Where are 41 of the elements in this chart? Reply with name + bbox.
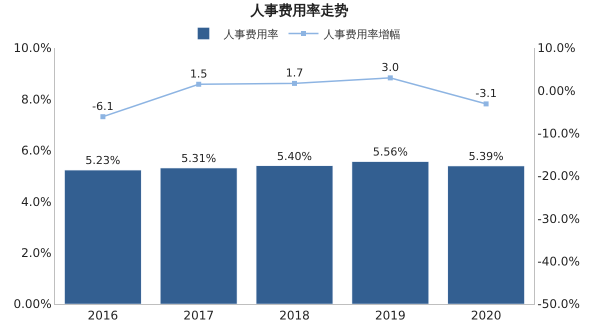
legend-label: 人事费用率 <box>224 28 278 41</box>
data-label: 3.0 <box>382 60 400 74</box>
point <box>100 114 106 120</box>
data-label: 5.40% <box>277 150 312 163</box>
y-tick-label: 10.0% <box>13 41 52 56</box>
legend-label: 人事费用率增幅 <box>324 28 400 41</box>
data-label: 5.31% <box>181 152 216 166</box>
y-tick-label: 8.0% <box>21 92 52 106</box>
data-label: 5.23% <box>85 154 120 168</box>
y2-tick-label: -50.0% <box>537 297 580 312</box>
y2-tick-label: -30.0% <box>537 212 580 226</box>
y2-tick-label: -10.0% <box>537 126 580 141</box>
data-label: 5.56% <box>372 146 408 159</box>
data-label: 1.7 <box>286 66 304 80</box>
x-tick-label: 2016 <box>88 308 118 322</box>
point <box>484 101 489 106</box>
point <box>388 75 393 80</box>
y-tick-label: 0.00% <box>13 297 52 312</box>
bar <box>448 166 525 304</box>
point <box>292 80 297 86</box>
data-label: 5.39% <box>468 150 504 164</box>
y-tick-label: 6.0% <box>21 144 52 158</box>
x-tick-label: 2018 <box>279 308 310 322</box>
y2-tick-label: 10.0% <box>537 41 576 56</box>
x-tick-label: 2017 <box>183 308 214 322</box>
data-label: -6.1 <box>92 100 114 113</box>
bar <box>64 170 142 304</box>
data-label: -3.1 <box>475 87 497 100</box>
x-tick-label: 2019 <box>375 308 406 322</box>
y-tick-label: 2.0% <box>21 246 52 260</box>
chart-title: 人事费用率走势 <box>250 2 348 19</box>
x-tick-label: 2020 <box>470 308 502 322</box>
bar <box>256 166 334 304</box>
y2-tick-label: -20.0% <box>537 169 580 184</box>
bar <box>352 161 429 304</box>
bar <box>160 168 238 304</box>
point <box>196 82 202 87</box>
y2-tick-label: -40.0% <box>537 254 580 269</box>
y-tick-label: 4.0% <box>21 194 52 209</box>
data-label: 1.5 <box>190 67 208 80</box>
y2-tick-label: 0.00% <box>537 84 576 98</box>
